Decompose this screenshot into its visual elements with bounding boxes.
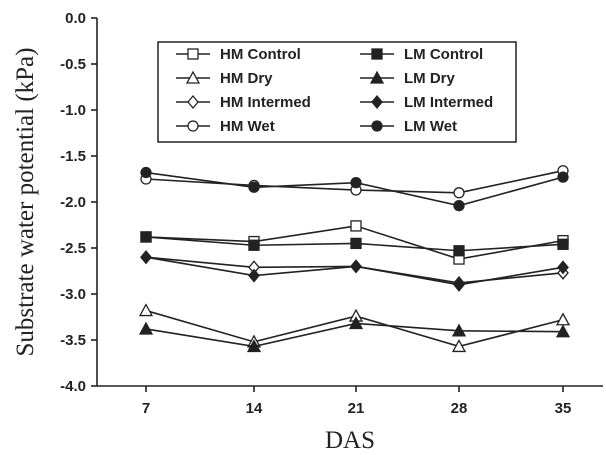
- legend-item-lm-intermed: LM Intermed: [360, 94, 493, 111]
- legend-item-lm-control: LM Control: [360, 46, 483, 63]
- legend: HM Control LM Control HM Dry LM Dry HM Inter…: [157, 41, 517, 143]
- y-axis: 0.0 -0.5 -1.0 -1.5 -2.0 -2.5 -3.0 -3.5 -4.0: [60, 10, 97, 395]
- legend-item-lm-wet: LM Wet: [360, 118, 457, 135]
- legend-label: LM Wet: [404, 118, 457, 135]
- legend-item-hm-intermed: HM Intermed: [176, 94, 311, 111]
- data-point-lm-intermed: [453, 277, 465, 292]
- data-point-lm-wet: [453, 200, 465, 212]
- legend-label: HM Control: [220, 46, 301, 63]
- legend-swatch-marker: [369, 70, 385, 84]
- x-tick-label: 7: [142, 400, 150, 417]
- legend-swatch-marker: [371, 94, 383, 110]
- data-point-lm-intermed: [350, 259, 362, 274]
- x-tick-label: 28: [451, 400, 468, 417]
- data-point-hm-dry: [451, 339, 467, 353]
- data-point-hm-control: [350, 220, 362, 232]
- data-point-lm-control: [453, 245, 465, 257]
- x-tick-label: 14: [246, 400, 263, 417]
- data-point-hm-dry: [555, 312, 571, 326]
- legend-item-hm-dry: HM Dry: [176, 70, 273, 87]
- data-point-lm-wet: [557, 171, 569, 183]
- data-point-lm-intermed: [557, 260, 569, 275]
- legend-label: LM Intermed: [404, 94, 493, 111]
- series-lm-wet: [140, 166, 569, 212]
- legend-swatch-marker: [371, 48, 383, 60]
- data-point-hm-wet: [453, 187, 465, 199]
- legend-label: HM Dry: [220, 70, 273, 87]
- data-point-lm-control: [350, 237, 362, 250]
- y-tick-label: -1.5: [60, 148, 86, 165]
- legend-label: LM Dry: [404, 70, 455, 87]
- data-point-lm-control: [557, 238, 569, 250]
- data-point-lm-dry: [555, 324, 571, 338]
- y-tick-label: 0.0: [65, 10, 86, 27]
- y-tick-label: -4.0: [60, 378, 86, 395]
- data-point-lm-dry: [348, 316, 364, 330]
- data-point-lm-intermed: [248, 268, 260, 283]
- series-lm-intermed: [140, 250, 569, 292]
- x-axis: 7 14 21 28 35: [142, 386, 572, 417]
- data-point-lm-dry: [451, 323, 467, 337]
- data-point-lm-dry: [138, 321, 154, 335]
- y-tick-label: -2.5: [60, 240, 86, 257]
- data-point-lm-wet: [248, 181, 260, 193]
- data-point-hm-dry: [138, 303, 154, 317]
- legend-item-lm-dry: LM Dry: [360, 70, 455, 87]
- legend-swatch-marker: [185, 70, 201, 84]
- y-tick-label: -0.5: [60, 56, 86, 73]
- legend-item-hm-wet: HM Wet: [176, 118, 275, 135]
- legend-label: HM Intermed: [220, 94, 311, 111]
- legend-label: LM Control: [404, 46, 483, 63]
- y-tick-label: -3.5: [60, 332, 86, 349]
- x-tick-label: 21: [348, 400, 365, 417]
- legend-swatch-marker: [187, 120, 199, 132]
- legend-box: [157, 41, 517, 143]
- data-point-lm-wet: [350, 177, 362, 189]
- y-tick-label: -2.0: [60, 194, 86, 211]
- legend-swatch-marker: [371, 120, 383, 132]
- y-tick-label: -3.0: [60, 286, 86, 303]
- y-axis-title: Substrate water potential (kPa): [12, 48, 39, 357]
- data-point-lm-control: [140, 231, 152, 243]
- series-layer: [138, 165, 571, 353]
- data-point-lm-control: [248, 239, 260, 251]
- series-lm-control: [140, 231, 569, 257]
- series-lm-dry: [138, 316, 571, 353]
- legend-swatch-marker: [187, 48, 199, 60]
- x-axis-title: DAS: [325, 427, 375, 454]
- data-point-lm-wet: [140, 166, 152, 179]
- legend-label: HM Wet: [220, 118, 275, 135]
- y-tick-label: -1.0: [60, 102, 86, 119]
- data-point-lm-intermed: [140, 250, 152, 265]
- data-point-lm-dry: [246, 339, 262, 353]
- x-tick-label: 35: [555, 400, 572, 417]
- legend-swatch-marker: [187, 94, 199, 110]
- legend-item-hm-control: HM Control: [176, 46, 301, 63]
